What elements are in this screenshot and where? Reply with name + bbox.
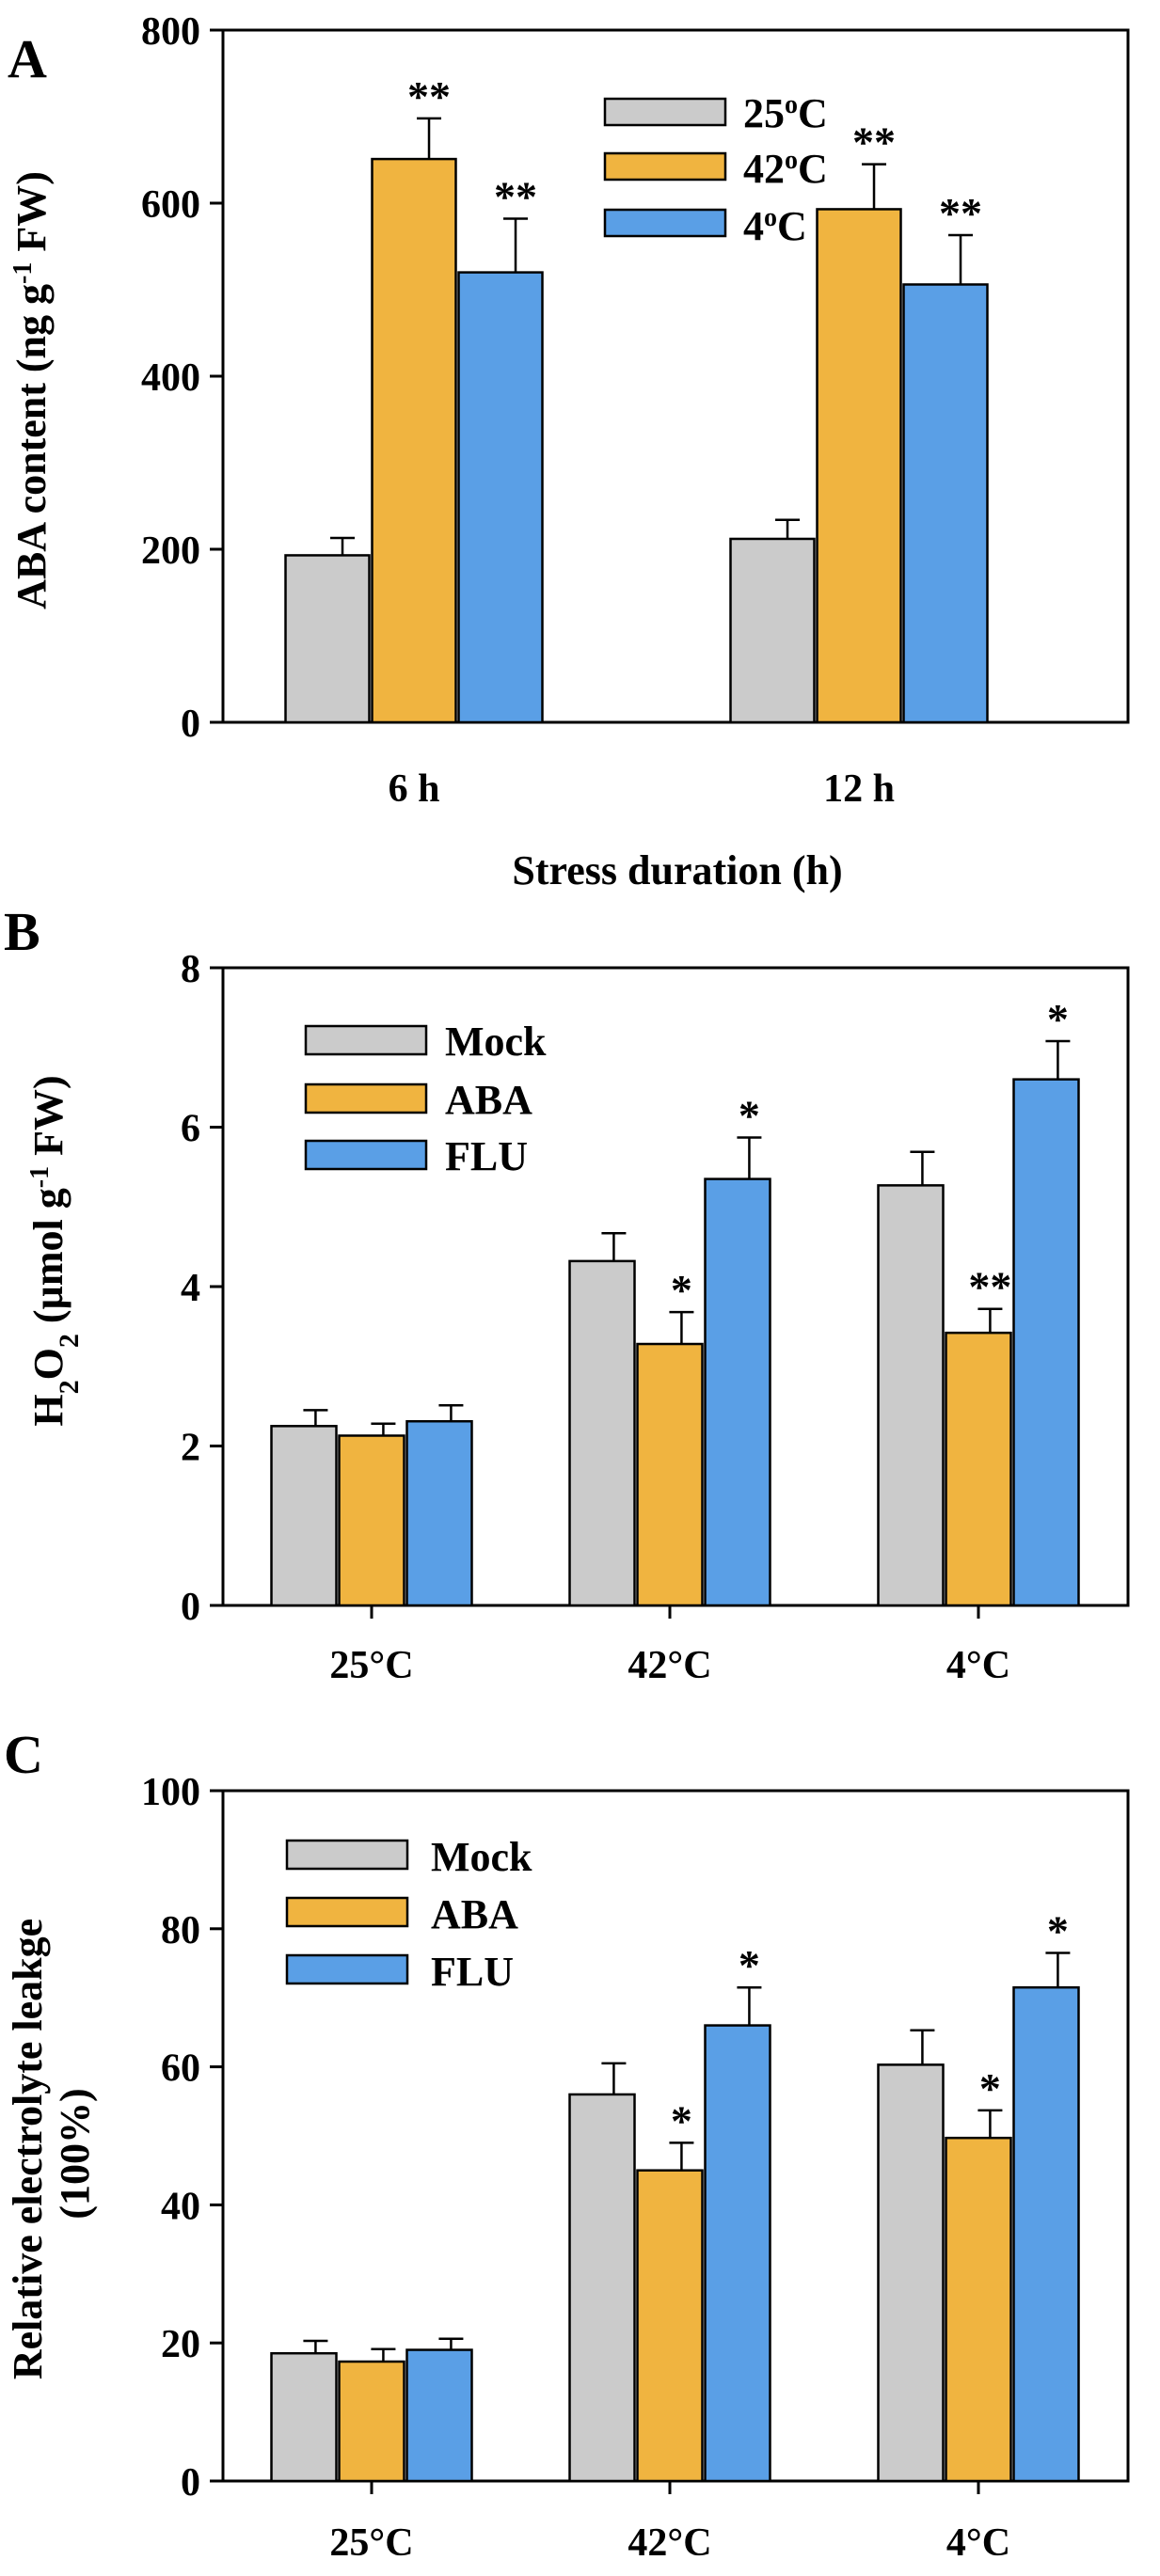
y-tick-label: 0 <box>181 2461 200 2505</box>
bar <box>877 2063 945 2483</box>
y-tick-label: 8 <box>181 948 200 991</box>
x-tick-label: 4°C <box>946 2521 1010 2565</box>
legend-label-flu-b: FLU <box>445 1133 528 1179</box>
bar <box>568 1259 636 1607</box>
significance-mark: * <box>671 2096 692 2144</box>
y-tick-label: 600 <box>141 183 200 227</box>
legend-a: 25oC 42oC 4oC <box>603 90 828 250</box>
legend-swatch-flu-c <box>285 1953 409 1985</box>
x-tick-label: 25°C <box>329 2521 413 2565</box>
y-tick-label: 2 <box>181 1427 200 1470</box>
legend-b: Mock ABA FLU <box>304 1019 547 1179</box>
legend-swatch-flu-b <box>304 1139 428 1171</box>
x-tick-label: 6 h <box>389 767 440 811</box>
panel-a: A ABA content (ng g-1 FW) Stress duratio… <box>8 10 1130 893</box>
significance-mark: * <box>1047 1906 1069 1954</box>
bar <box>704 2024 771 2483</box>
significance-mark: * <box>739 1092 760 1140</box>
bar <box>945 2136 1012 2483</box>
panel-label-b: B <box>4 901 40 962</box>
significance-mark: ** <box>968 1263 1011 1311</box>
y-tick-label: 60 <box>161 2047 200 2091</box>
bar <box>1012 1985 1080 2483</box>
bar <box>729 537 816 724</box>
legend-label-25c: 25oC <box>743 90 828 137</box>
bar <box>945 1331 1012 1607</box>
bar <box>338 2360 405 2483</box>
significance-mark: ** <box>939 189 982 237</box>
panel-c: C Relative electrolyte leakge (100%) 0 20… <box>4 1724 1130 2565</box>
legend-label-aba-c: ABA <box>431 1891 518 1937</box>
bars-a: ** ** ** ** <box>284 72 989 724</box>
legend-label-mock-b: Mock <box>445 1019 547 1065</box>
bar <box>877 1184 945 1607</box>
legend-label-mock-c: Mock <box>431 1834 532 1880</box>
x-tick-label: 25°C <box>329 1644 413 1687</box>
y-axis-label-c-line2: (100%) <box>52 2088 98 2219</box>
legend-label-flu-c: FLU <box>431 1949 514 1995</box>
bar <box>816 208 902 724</box>
legend-swatch-25c <box>603 97 727 127</box>
significance-mark: ** <box>852 119 896 166</box>
significance-mark: * <box>1047 995 1069 1043</box>
axes-a: 0 200 400 600 800 6 h 12 h <box>141 10 1130 811</box>
bar <box>568 2093 636 2483</box>
legend-swatch-mock-b <box>304 1024 428 1056</box>
y-tick-label: 6 <box>181 1108 200 1151</box>
y-tick-label: 400 <box>141 356 200 400</box>
significance-mark: * <box>979 2064 1001 2112</box>
y-tick-label: 4 <box>181 1267 200 1310</box>
legend-label-aba-b: ABA <box>445 1077 532 1123</box>
y-tick-label: 100 <box>141 1771 200 1814</box>
bar <box>405 2348 473 2483</box>
legend-swatch-mock-c <box>285 1839 409 1871</box>
y-tick-label: 800 <box>141 10 200 54</box>
bar <box>405 1419 473 1607</box>
panel-label-c: C <box>4 1724 43 1785</box>
legend-label-42c: 42oC <box>743 146 828 193</box>
x-tick-label: 42°C <box>628 1644 711 1687</box>
y-tick-label: 40 <box>161 2185 200 2228</box>
bar <box>636 2169 704 2483</box>
significance-mark: * <box>671 1266 692 1314</box>
bar <box>704 1177 771 1607</box>
y-axis-label-a: ABA content (ng g-1 FW) <box>8 171 56 609</box>
x-tick-label: 4°C <box>946 1644 1010 1687</box>
legend-swatch-42c <box>603 151 727 182</box>
bar <box>270 2351 338 2483</box>
bar <box>636 1342 704 1607</box>
bar <box>457 271 544 724</box>
significance-mark: ** <box>407 72 451 120</box>
y-axis-label-b: H2O2 (µmol g-1 FW) <box>25 1075 85 1426</box>
legend-swatch-aba-b <box>304 1083 428 1114</box>
legend-swatch-4c <box>603 208 727 238</box>
bar <box>270 1425 338 1607</box>
y-tick-label: 200 <box>141 529 200 573</box>
legend-swatch-aba-c <box>285 1896 409 1928</box>
bar <box>338 1434 405 1607</box>
bars-b: * **** <box>270 995 1080 1607</box>
bar <box>902 283 989 724</box>
x-axis-label-a: Stress duration (h) <box>512 847 842 893</box>
bar <box>1012 1078 1080 1607</box>
x-tick-label: 12 h <box>823 767 895 811</box>
y-tick-label: 0 <box>181 703 200 746</box>
significance-mark: ** <box>494 173 537 221</box>
legend-c: Mock ABA FLU <box>285 1834 532 1995</box>
x-tick-label: 42°C <box>628 2521 711 2565</box>
y-tick-label: 20 <box>161 2323 200 2366</box>
panel-label-a: A <box>8 28 47 89</box>
y-tick-label: 80 <box>161 1909 200 1952</box>
y-tick-label: 0 <box>181 1586 200 1629</box>
significance-mark: * <box>739 1941 760 1989</box>
bars-c: * * * * <box>270 1906 1080 2483</box>
y-axis-label-c-line1: Relative electrolyte leakge <box>5 1919 51 2379</box>
bar <box>284 554 371 724</box>
legend-label-4c: 4oC <box>743 203 807 250</box>
bar <box>371 157 457 724</box>
